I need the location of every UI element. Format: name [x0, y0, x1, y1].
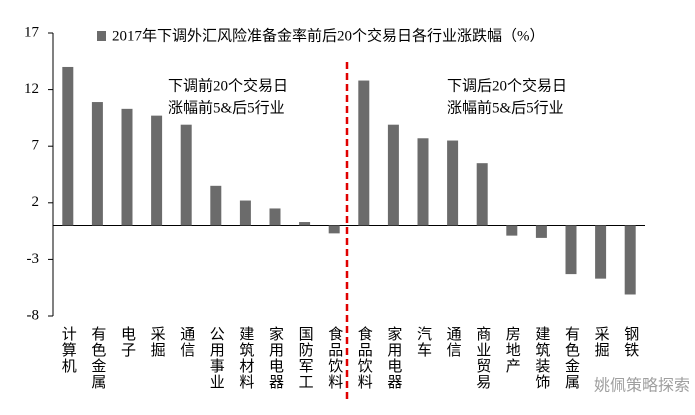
x-tick-label: 家用电器	[267, 326, 284, 390]
x-tick-label: 建筑材料	[237, 326, 254, 390]
bar	[91, 102, 103, 226]
y-tick-label: -8	[27, 307, 40, 323]
watermark: 姚佩策略探索	[594, 377, 690, 395]
x-tick-label: 公用事业	[208, 326, 225, 390]
x-tick-label: 有色金属	[89, 326, 106, 390]
bar	[239, 200, 251, 226]
annotation: 涨幅前5&后5行业	[168, 99, 285, 116]
x-tick-label: 采掘	[593, 326, 610, 358]
bar	[62, 66, 74, 226]
bar	[151, 115, 163, 226]
bar	[476, 163, 488, 226]
bar	[624, 225, 636, 295]
bar	[358, 80, 370, 226]
bar	[328, 225, 340, 234]
legend-swatch	[97, 31, 106, 41]
y-tick-label: 2	[32, 194, 40, 210]
x-tick-label: 计算机	[60, 326, 77, 374]
bar	[565, 225, 577, 275]
x-tick-label: 房地产	[504, 326, 521, 374]
annotation: 下调后20个交易日	[447, 76, 567, 94]
y-tick-label: 7	[32, 138, 40, 154]
x-tick-label: 通信	[445, 326, 462, 358]
x-tick-label: 钢铁	[622, 326, 639, 358]
bar	[447, 140, 459, 226]
bar	[417, 138, 429, 226]
x-tick-label: 食品饮料	[356, 326, 373, 390]
chart-title: 2017年下调外汇风险准备金率前后20个交易日各行业涨跌幅（%）	[112, 26, 545, 44]
x-tick-label: 有色金属	[563, 326, 580, 390]
y-tick-label: -3	[27, 251, 40, 267]
bar	[180, 124, 192, 226]
bar	[387, 124, 399, 226]
bar	[121, 108, 133, 226]
x-tick-label: 国防军工	[297, 326, 314, 390]
bar	[299, 222, 311, 226]
annotation: 涨幅前5&后5行业	[447, 99, 564, 116]
y-tick-label: 17	[24, 24, 40, 40]
bar	[506, 225, 518, 236]
x-tick-label: 通信	[178, 326, 195, 358]
x-tick-label: 采掘	[149, 326, 166, 358]
x-tick-label: 建筑装饰	[533, 326, 550, 390]
annotation: 下调前20个交易日	[168, 76, 288, 94]
x-tick-label: 商业贸易	[474, 326, 491, 390]
bar	[210, 185, 222, 226]
x-tick-label: 家用电器	[385, 326, 402, 390]
x-tick-label: 汽车	[415, 326, 432, 358]
bar	[269, 208, 281, 226]
x-tick-label: 电子	[119, 326, 136, 358]
bar	[595, 225, 607, 279]
y-tick-label: 12	[24, 81, 39, 97]
x-tick-label: 食品饮料	[326, 326, 343, 390]
bar	[535, 225, 547, 238]
